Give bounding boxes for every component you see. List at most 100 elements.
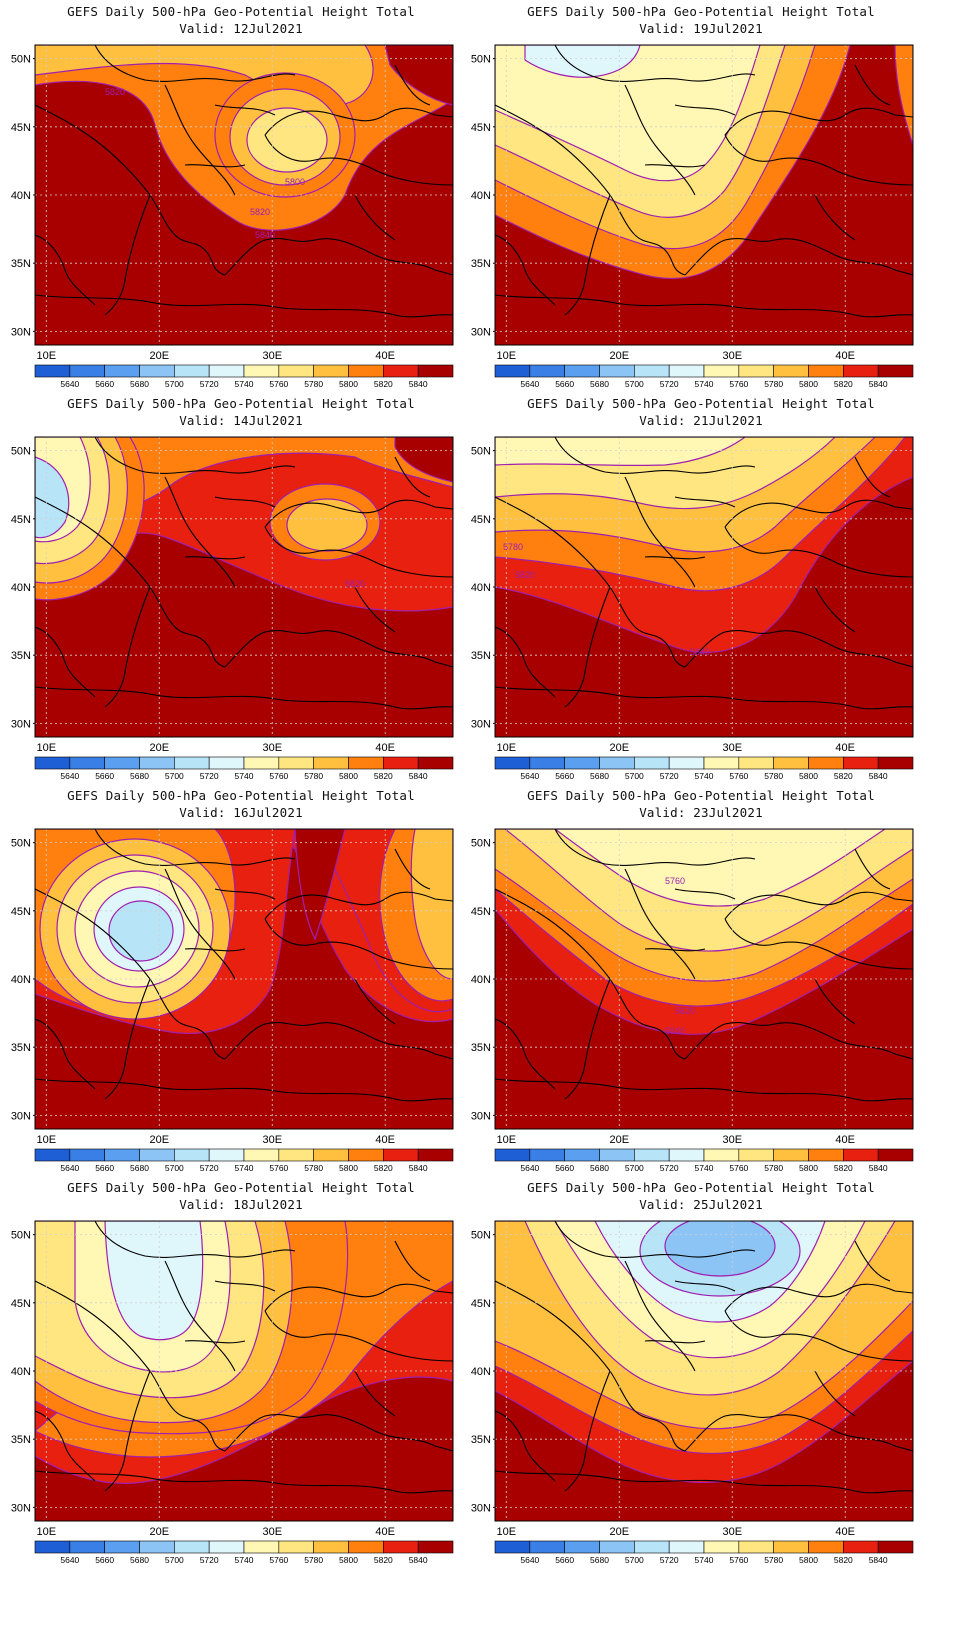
colorbar-level-label: 5640 <box>520 1163 539 1173</box>
coastlines <box>35 829 453 1102</box>
colorbar-swatch <box>843 1148 879 1162</box>
colorbar-swatch <box>564 756 600 770</box>
geopotential-map: 50N 45N 40N 35N 30N 10E 20E 30E 40E 5780 5820 5840 5… <box>471 436 914 781</box>
colorbar-level-label: 5820 <box>834 1163 853 1173</box>
panel-valid-date: Valid: 19Jul2021 <box>639 21 763 36</box>
colorbar-level-label: 5720 <box>200 1555 219 1565</box>
lat-tick-label: 50N <box>11 1230 31 1242</box>
gridlines <box>35 1221 453 1521</box>
colorbar-swatch <box>69 756 105 770</box>
colorbar-level-label: 5740 <box>695 379 714 389</box>
colorbar-level-label: 5820 <box>834 379 853 389</box>
colorbar-swatch <box>69 364 105 378</box>
colorbar-level-label: 5680 <box>590 771 609 781</box>
lon-tick-label: 40E <box>375 742 395 754</box>
coastlines <box>495 829 913 1102</box>
colorbar-swatch <box>208 1148 245 1162</box>
lat-tick-label: 35N <box>471 1042 491 1054</box>
contour-label: 5820 <box>345 579 365 589</box>
colorbar-level-label: 5720 <box>660 379 679 389</box>
lat-tick-label: 40N <box>11 1366 31 1378</box>
colorbar-swatch <box>773 1148 809 1162</box>
lon-tick-label: 10E <box>37 1526 57 1538</box>
geopotential-map: 50N 45N 40N 35N 30N 10E 20E 30E 40E 5640 5660 5680 5… <box>11 828 454 1173</box>
colorbar-level-label: 5800 <box>339 1555 358 1565</box>
colorbar-level-label: 5840 <box>409 1163 428 1173</box>
colorbar-swatch <box>208 1540 245 1554</box>
colorbar-swatch <box>243 1540 280 1554</box>
contour-label: 5820 <box>105 87 125 97</box>
map-panel: GEFS Daily 500-hPa Geo-Potential Height … <box>460 1176 942 1586</box>
colorbar <box>494 364 914 378</box>
geopotential-map: 50N 45N 40N 35N 30N 10E 20E 30E 40E 5640 5660 5680 5… <box>11 1220 454 1565</box>
lon-tick-label: 30E <box>722 1134 742 1146</box>
colorbar-level-label: 5640 <box>60 771 79 781</box>
colorbar-swatch <box>773 756 809 770</box>
contour-label: 5820 <box>250 207 270 217</box>
panel-title: GEFS Daily 500-hPa Geo-Potential Height … <box>67 4 415 19</box>
colorbar-level-label: 5700 <box>625 771 644 781</box>
colorbar-level-label: 5660 <box>95 1163 114 1173</box>
colorbar-swatch <box>843 1540 879 1554</box>
colorbar-level-label: 5680 <box>130 771 149 781</box>
colorbar-swatch <box>808 756 844 770</box>
colorbar-swatch <box>564 1540 600 1554</box>
colorbar-swatch <box>278 1540 314 1554</box>
colorbar-swatch <box>104 364 140 378</box>
lat-tick-label: 50N <box>471 446 491 458</box>
colorbar-swatch <box>773 364 809 378</box>
lat-tick-label: 30N <box>11 1502 31 1514</box>
colorbar-swatch <box>417 364 454 378</box>
lon-tick-label: 10E <box>497 1526 517 1538</box>
colorbar-swatch <box>278 364 314 378</box>
colorbar-swatch <box>494 1540 531 1554</box>
colorbar-level-label: 5640 <box>60 1555 79 1565</box>
colorbar <box>34 364 454 378</box>
lon-tick-label: 10E <box>37 350 57 362</box>
height-band <box>495 437 747 467</box>
colorbar-level-label: 5800 <box>799 1555 818 1565</box>
geopotential-map: 50N 45N 40N 35N 30N 10E 20E 30E 40E 5820 5640 5660 5… <box>11 436 454 781</box>
colorbar-swatch <box>808 364 844 378</box>
colorbar-level-label: 5680 <box>590 379 609 389</box>
geopotential-map: 50N 45N 40N 35N 30N 10E 20E 30E 40E 5760 5820 5840 5… <box>471 828 914 1173</box>
lat-tick-label: 35N <box>11 1042 31 1054</box>
contour-label: 5760 <box>665 876 685 886</box>
lon-tick-label: 10E <box>37 742 57 754</box>
colorbar-level-label: 5760 <box>729 771 748 781</box>
colorbar-swatch <box>208 756 245 770</box>
lon-tick-label: 10E <box>497 1134 517 1146</box>
height-band <box>286 498 368 552</box>
colorbar-level-label: 5720 <box>200 1163 219 1173</box>
panel-title: GEFS Daily 500-hPa Geo-Potential Height … <box>527 4 875 19</box>
colorbar-swatch <box>417 1540 454 1554</box>
colorbar-swatch <box>529 756 565 770</box>
colorbar-level-label: 5800 <box>339 379 358 389</box>
lon-tick-label: 40E <box>375 350 395 362</box>
lat-tick-label: 35N <box>471 1434 491 1446</box>
colorbar-swatch <box>703 1148 740 1162</box>
colorbar <box>34 756 454 770</box>
lon-tick-label: 20E <box>149 350 169 362</box>
coastlines <box>495 45 913 318</box>
height-band <box>553 829 887 907</box>
colorbar-swatch <box>703 1540 740 1554</box>
colorbar-swatch <box>174 364 210 378</box>
gridlines <box>495 1221 913 1521</box>
map-panel: GEFS Daily 500-hPa Geo-Potential Height … <box>0 1176 482 1586</box>
lon-tick-label: 10E <box>497 742 517 754</box>
colorbar-swatch <box>668 364 705 378</box>
colorbar-level-label: 5820 <box>374 1555 393 1565</box>
colorbar-level-label: 5640 <box>60 379 79 389</box>
colorbar-swatch <box>564 364 600 378</box>
colorbar-level-label: 5760 <box>729 1555 748 1565</box>
colorbar-level-label: 5720 <box>660 1163 679 1173</box>
colorbar-level-label: 5660 <box>555 1555 574 1565</box>
geopotential-map: 50N 45N 40N 35N 30N 10E 20E 30E 40E 5640 5660 5680 5… <box>471 1220 914 1565</box>
lon-tick-label: 30E <box>262 350 282 362</box>
colorbar-level-label: 5760 <box>729 1163 748 1173</box>
panel-valid-date: Valid: 14Jul2021 <box>179 413 303 428</box>
colorbar <box>34 1148 454 1162</box>
colorbar-swatch <box>843 364 879 378</box>
colorbar-swatch <box>417 756 454 770</box>
